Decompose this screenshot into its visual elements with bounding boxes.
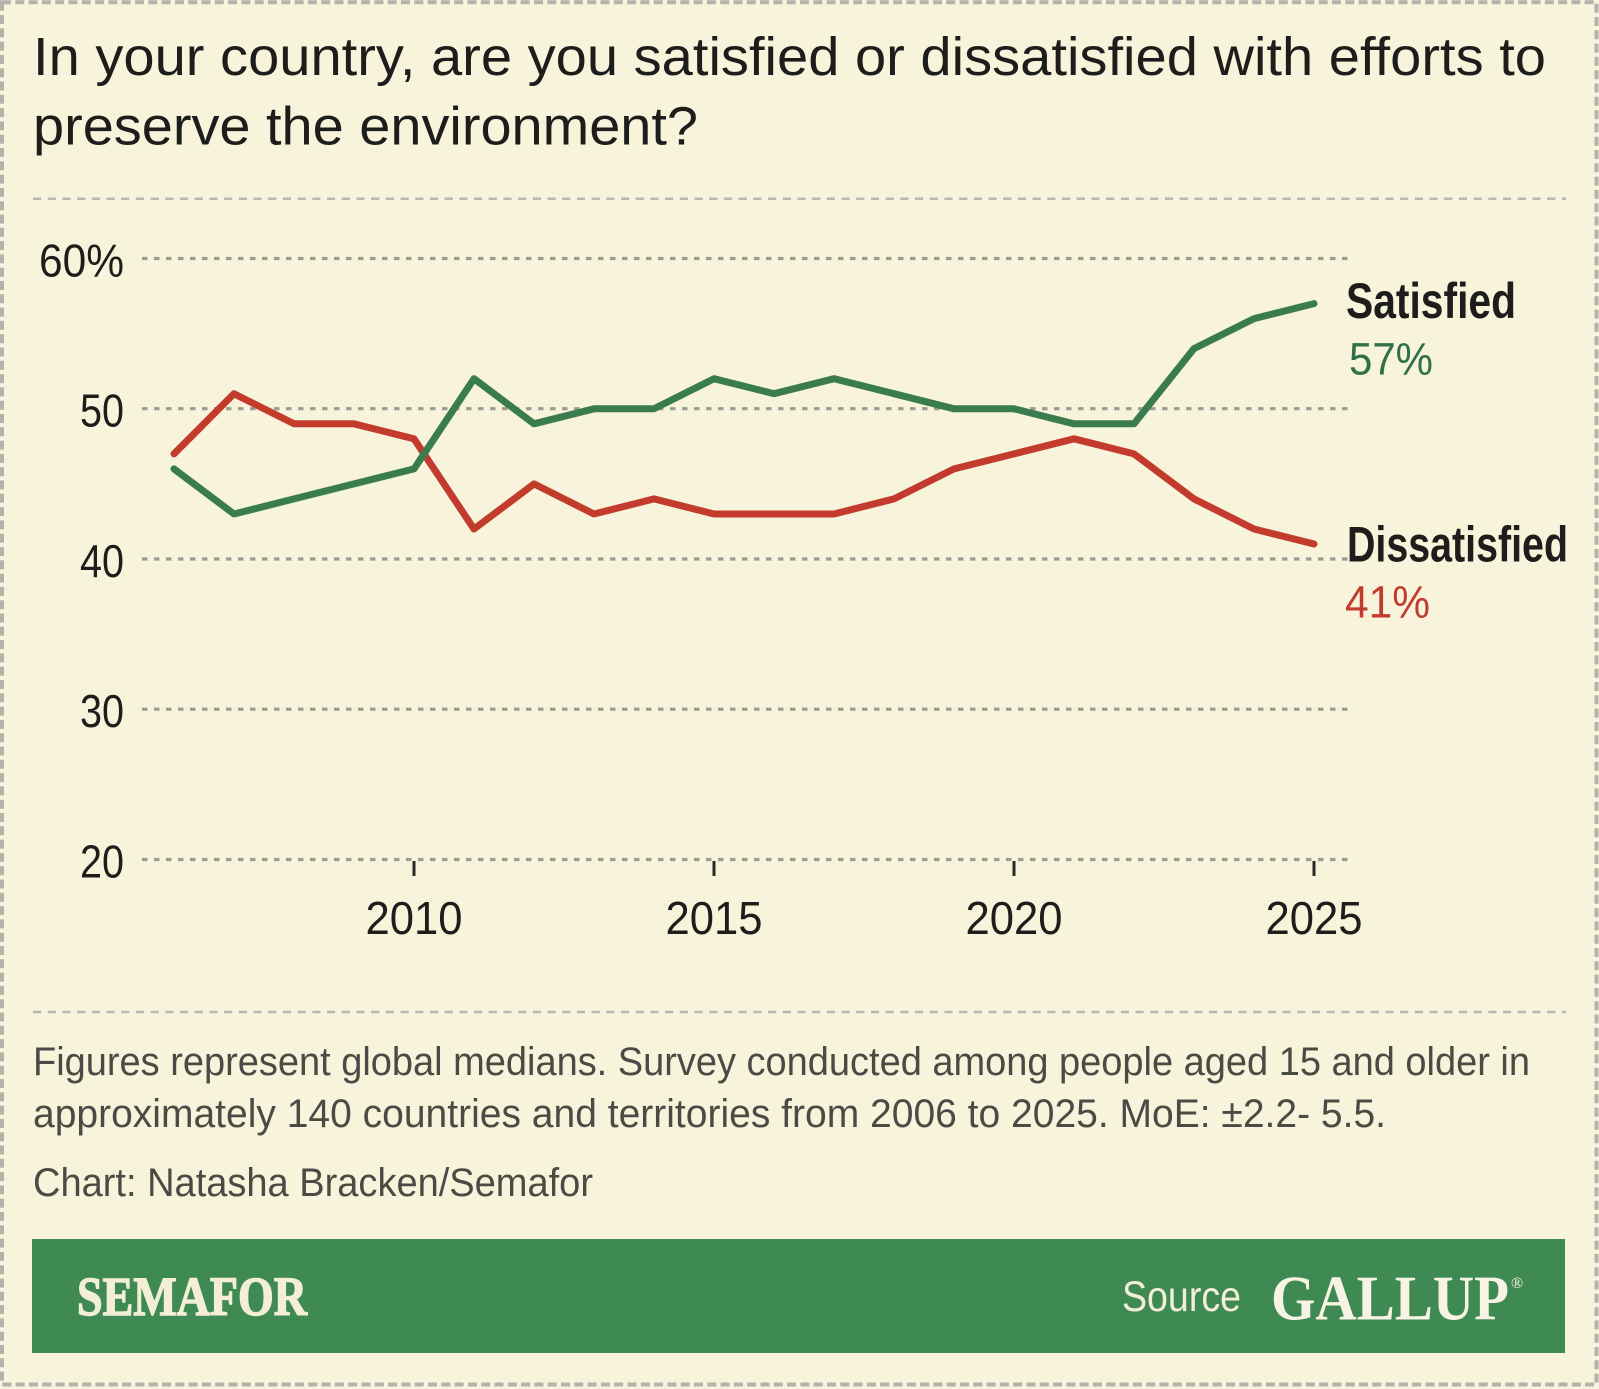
svg-text:30: 30 — [80, 685, 124, 737]
svg-text:2010: 2010 — [366, 892, 463, 944]
svg-text:57%: 57% — [1349, 334, 1433, 385]
svg-text:GALLUP: GALLUP — [1271, 1263, 1509, 1334]
svg-text:approximately 140 countries an: approximately 140 countries and territor… — [33, 1092, 1386, 1136]
svg-text:2015: 2015 — [666, 892, 763, 944]
svg-text:20: 20 — [80, 835, 124, 887]
svg-text:50: 50 — [80, 385, 124, 437]
svg-text:Chart: Natasha Bracken/Semafor: Chart: Natasha Bracken/Semafor — [33, 1161, 593, 1205]
svg-text:Dissatisfied: Dissatisfied — [1347, 517, 1568, 573]
svg-text:2025: 2025 — [1266, 892, 1363, 944]
svg-text:40: 40 — [80, 535, 124, 587]
svg-text:SEMAFOR: SEMAFOR — [77, 1266, 308, 1327]
svg-text:®: ® — [1511, 1275, 1523, 1292]
svg-text:In your country, are you satis: In your country, are you satisfied or di… — [33, 27, 1546, 87]
svg-text:2020: 2020 — [966, 892, 1063, 944]
svg-text:41%: 41% — [1345, 577, 1430, 628]
svg-text:60%: 60% — [39, 234, 124, 286]
svg-text:Satisfied: Satisfied — [1346, 273, 1516, 329]
svg-text:Source: Source — [1122, 1273, 1241, 1321]
svg-text:preserve the environment?: preserve the environment? — [33, 97, 698, 157]
svg-text:Figures represent global media: Figures represent global medians. Survey… — [33, 1040, 1530, 1084]
